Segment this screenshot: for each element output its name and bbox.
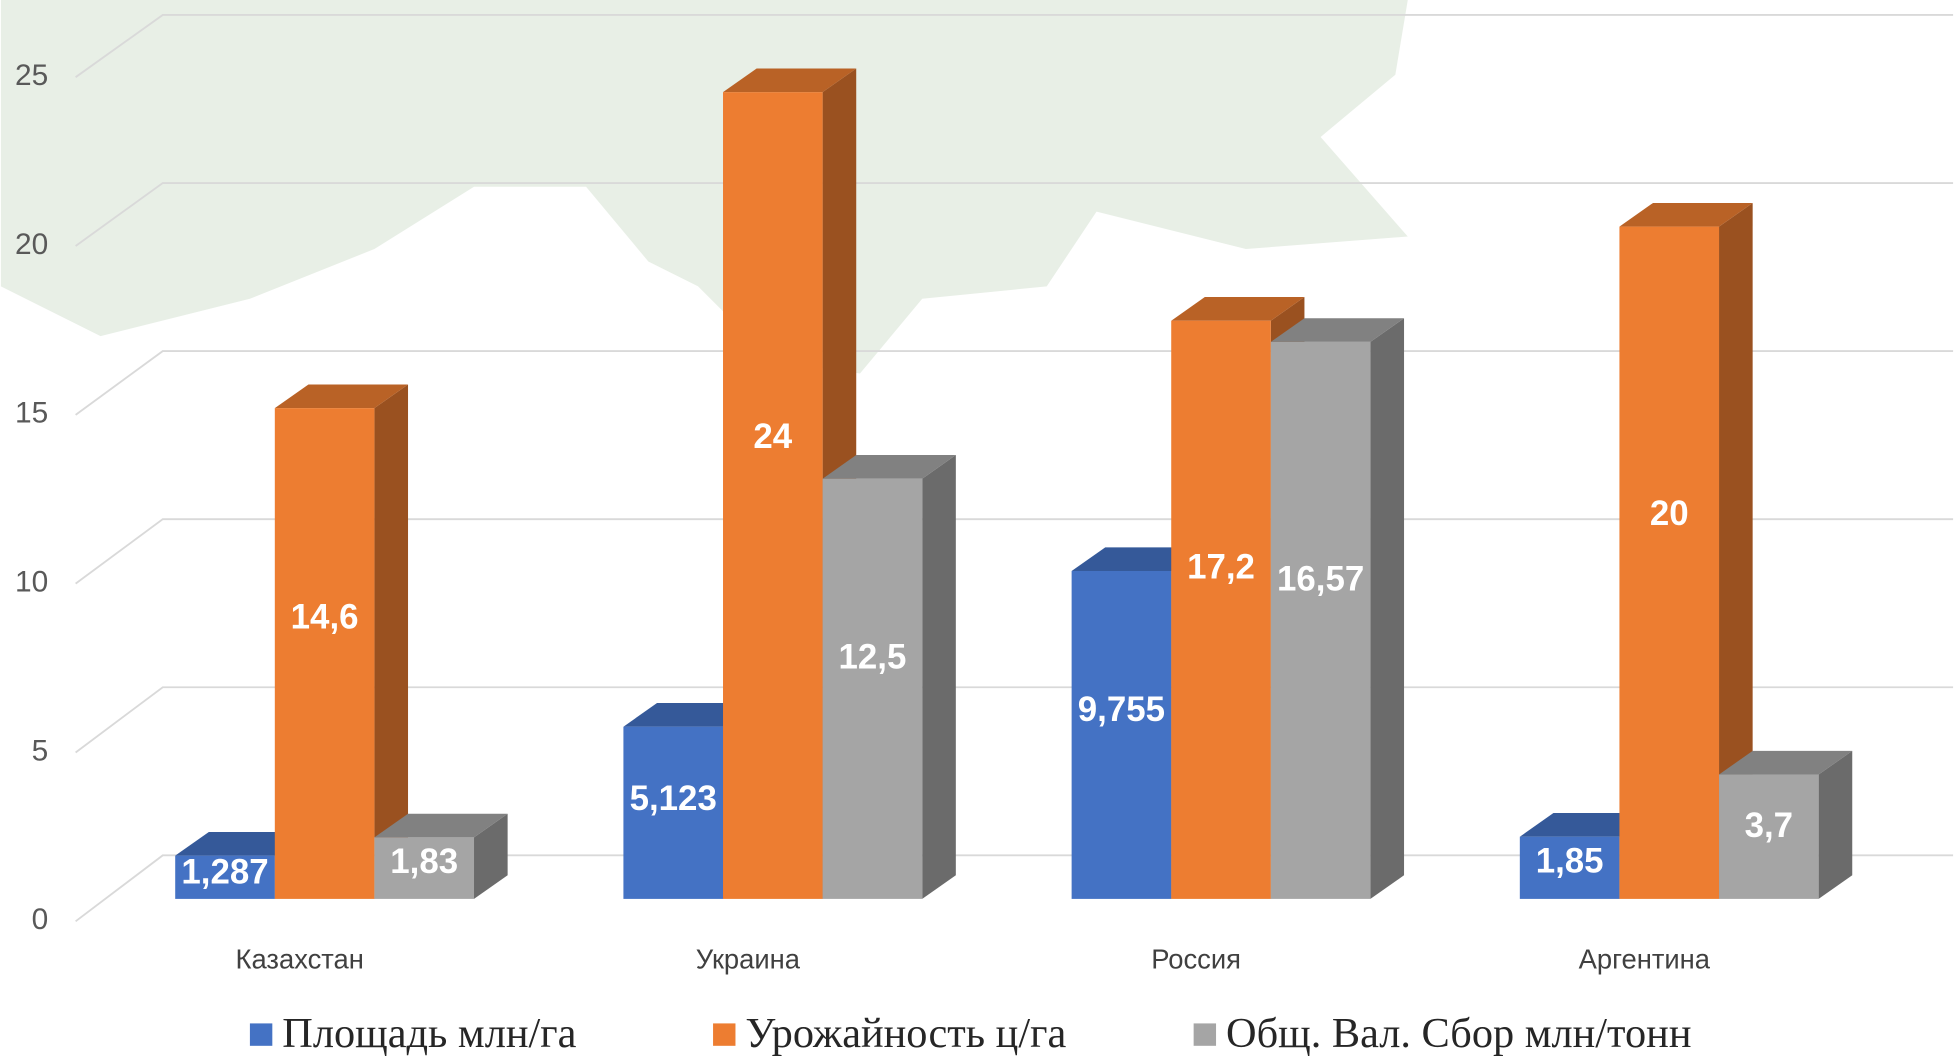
bar-side <box>374 384 409 899</box>
x-tick-label: Россия <box>1151 943 1241 974</box>
bar-side <box>1818 750 1853 899</box>
bar <box>374 837 475 899</box>
data-label: 20 <box>1650 494 1689 533</box>
bar-side <box>922 455 956 899</box>
legend-label: Общ. Вал. Сбор млн/тонн <box>1226 1010 1691 1057</box>
data-label: 1,85 <box>1536 842 1604 881</box>
bar-top <box>374 813 508 838</box>
labels: Казахстан 1,287 14,6 1,83 Украина 5,123 24 12,5… <box>181 417 1793 974</box>
bar-side <box>1370 318 1405 899</box>
y-tick-label: 0 <box>32 903 49 936</box>
x-tick-label: Аргентина <box>1579 943 1711 974</box>
bar <box>1519 836 1620 899</box>
bar-top <box>1270 318 1405 342</box>
bar <box>1071 570 1172 899</box>
bar-top <box>822 455 956 479</box>
grid-line <box>75 182 1954 247</box>
bar <box>723 92 823 899</box>
x-tick-label: Казахстан <box>236 943 364 974</box>
legend-label: Площадь млн/га <box>282 1010 576 1057</box>
bar <box>1171 320 1271 899</box>
data-label: 16,57 <box>1277 560 1364 599</box>
bar-side <box>1719 202 1753 899</box>
data-label: 14,6 <box>291 597 359 636</box>
bar-top <box>1171 297 1305 321</box>
data-label: 12,5 <box>838 638 906 677</box>
data-label: 5,123 <box>630 779 717 818</box>
y-tick-label: 15 <box>15 397 48 430</box>
bar <box>1270 341 1371 899</box>
bar <box>274 408 375 899</box>
legend-swatch <box>249 1023 273 1046</box>
bars <box>175 68 1853 899</box>
data-label: 9,755 <box>1078 690 1165 729</box>
bar-top <box>1719 750 1853 775</box>
bar-top <box>723 68 857 93</box>
legend-swatch <box>1193 1023 1217 1046</box>
bar <box>822 478 923 899</box>
bar-side <box>474 813 508 899</box>
map-shape <box>0 0 1408 374</box>
y-tick-label: 5 <box>32 734 49 767</box>
y-tick-label: 10 <box>15 566 48 599</box>
bar-top <box>274 384 409 409</box>
y-tick-label: 20 <box>15 228 48 261</box>
legend: Площадь млн/га Урожайность ц/га Общ. Вал. … <box>249 1010 1691 1057</box>
x-tick-label: Украина <box>696 943 801 974</box>
grid-line <box>75 14 1954 78</box>
bar-top <box>1619 202 1753 227</box>
data-label: 24 <box>753 417 792 456</box>
legend-label: Урожайность ц/га <box>745 1010 1066 1057</box>
bar <box>1719 774 1819 899</box>
data-label: 1,287 <box>181 852 268 891</box>
bar <box>175 855 275 899</box>
data-label: 1,83 <box>390 842 458 881</box>
background-map <box>0 0 1408 374</box>
data-label: 17,2 <box>1187 548 1255 587</box>
bar <box>623 726 724 899</box>
bar <box>1619 226 1720 899</box>
legend-swatch <box>713 1023 736 1046</box>
data-label: 3,7 <box>1745 806 1793 845</box>
y-tick-label: 25 <box>15 59 48 92</box>
